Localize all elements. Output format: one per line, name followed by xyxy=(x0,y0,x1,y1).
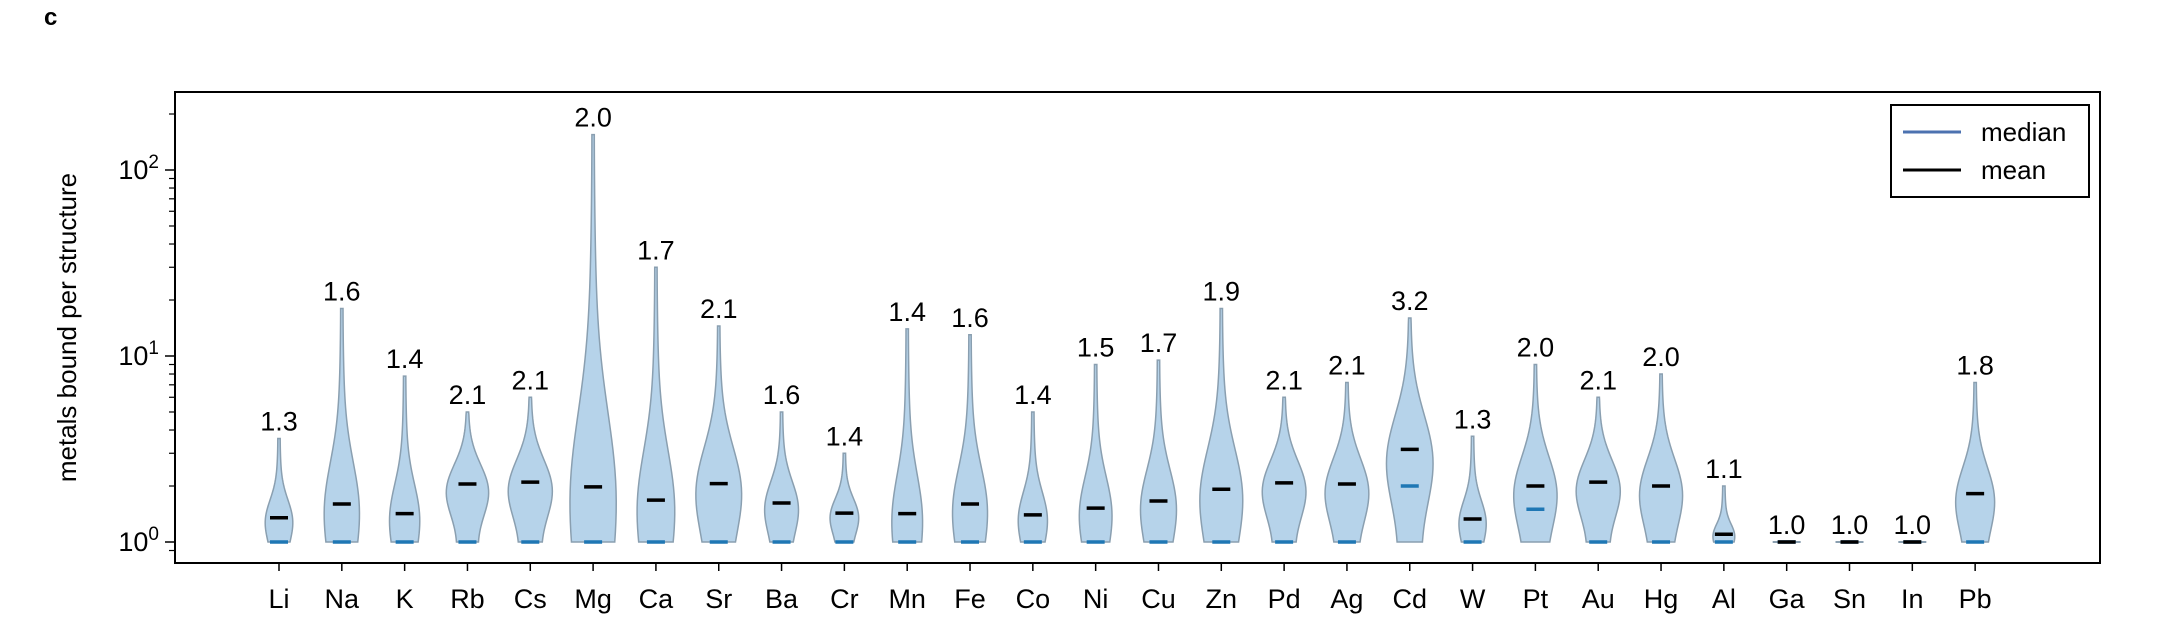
x-tick-label-K: K xyxy=(396,584,414,614)
x-tick-label-W: W xyxy=(1460,584,1486,614)
violin-W xyxy=(1458,435,1487,543)
x-tick-label-Cd: Cd xyxy=(1393,584,1428,614)
mean-label-Li: 1.3 xyxy=(260,407,298,437)
panel-label: c xyxy=(44,4,58,31)
legend-mean-label: mean xyxy=(1981,155,2046,185)
x-tick-label-Zn: Zn xyxy=(1206,584,1238,614)
violin-Zn xyxy=(1199,307,1244,543)
x-tick-label-Ba: Ba xyxy=(765,584,799,614)
violin-Al xyxy=(1712,485,1736,543)
stat-markers xyxy=(270,447,1985,544)
mean-label-K: 1.4 xyxy=(386,344,424,374)
mean-label-Co: 1.4 xyxy=(1014,380,1052,410)
mean-label-Cs: 2.1 xyxy=(512,365,550,395)
mean-label-W: 1.3 xyxy=(1454,404,1492,434)
mean-label-Mg: 2.0 xyxy=(574,103,612,133)
violin-Mn xyxy=(891,328,924,543)
x-tick-label-Mn: Mn xyxy=(888,584,926,614)
mean-label-Hg: 2.0 xyxy=(1642,342,1680,372)
mean-label-Cr: 1.4 xyxy=(826,421,864,451)
x-tick-label-Cs: Cs xyxy=(514,584,547,614)
mean-label-Pb: 1.8 xyxy=(1956,351,1994,381)
y-tick-label-10: 101 xyxy=(118,338,159,371)
x-tick-label-Rb: Rb xyxy=(450,584,485,614)
violin-Rb xyxy=(445,411,490,543)
x-tick-label-Mg: Mg xyxy=(574,584,612,614)
y-axis-title: metals bound per structure xyxy=(52,173,82,482)
mean-label-Na: 1.6 xyxy=(323,277,361,307)
y-tick-label-100: 102 xyxy=(118,152,159,185)
violin-Au xyxy=(1575,396,1622,543)
violin-Co xyxy=(1017,411,1049,543)
mean-label-Rb: 2.1 xyxy=(449,380,487,410)
y-tick-label-1: 100 xyxy=(118,524,159,557)
violin-Pt xyxy=(1512,363,1558,543)
mean-label-Ni: 1.5 xyxy=(1077,333,1115,363)
violin-Pd xyxy=(1261,396,1307,543)
mean-label-Ca: 1.7 xyxy=(637,235,675,265)
mean-label-In: 1.0 xyxy=(1894,510,1932,540)
x-tick-label-Li: Li xyxy=(268,584,289,614)
mean-label-Sn: 1.0 xyxy=(1831,510,1869,540)
mean-label-Mn: 1.4 xyxy=(888,297,926,327)
mean-label-Ba: 1.6 xyxy=(763,380,801,410)
x-tick-label-Ag: Ag xyxy=(1330,584,1363,614)
mean-label-group: 1.3 1.6 1.4 2.1 2.1 2.0 1.7 2.1 1.6 1.4 1.4 1.6 1.4 1… xyxy=(260,103,1994,540)
violin-Ba xyxy=(763,411,800,543)
violin-Sr xyxy=(695,325,743,543)
mean-label-Ag: 2.1 xyxy=(1328,351,1366,381)
x-tick-label-Na: Na xyxy=(325,584,360,614)
violin-Ca xyxy=(636,266,676,543)
x-tick-label-Pb: Pb xyxy=(1959,584,1992,614)
x-tick-label-Al: Al xyxy=(1712,584,1736,614)
violin-Cu xyxy=(1139,359,1178,543)
mean-label-Cd: 3.2 xyxy=(1391,286,1429,316)
violin-group xyxy=(264,133,1996,543)
violin-K xyxy=(388,375,421,543)
mean-label-Ga: 1.0 xyxy=(1768,510,1806,540)
mean-label-Al: 1.1 xyxy=(1705,454,1743,484)
mean-label-Sr: 2.1 xyxy=(700,294,738,324)
mean-label-Pd: 2.1 xyxy=(1265,365,1303,395)
x-tick-label-Co: Co xyxy=(1016,584,1051,614)
violin-Fe xyxy=(951,334,989,543)
x-tick-label-Pt: Pt xyxy=(1523,584,1549,614)
violin-Ag xyxy=(1324,381,1370,543)
x-axis: Li Na K Rb Cs Mg Ca Sr Ba Cr Mn Fe Co Ni Cu Zn Pd Ag Cd W Pt… xyxy=(268,563,1992,614)
x-tick-label-Cu: Cu xyxy=(1141,584,1176,614)
x-tick-label-Ni: Ni xyxy=(1083,584,1109,614)
mean-label-Au: 2.1 xyxy=(1579,365,1617,395)
x-tick-label-Au: Au xyxy=(1582,584,1615,614)
violin-Cr xyxy=(829,452,860,543)
violin-Mg xyxy=(569,133,617,543)
mean-label-Pt: 2.0 xyxy=(1517,333,1555,363)
violin-Pb xyxy=(1954,381,1996,543)
mean-label-Zn: 1.9 xyxy=(1203,277,1241,307)
plot-frame xyxy=(174,91,2101,564)
x-tick-label-Ga: Ga xyxy=(1769,584,1806,614)
x-tick-label-Cr: Cr xyxy=(830,584,859,614)
x-tick-label-Sr: Sr xyxy=(705,584,732,614)
x-tick-label-Ca: Ca xyxy=(639,584,674,614)
legend: median mean xyxy=(1890,104,2090,198)
x-tick-label-Pd: Pd xyxy=(1268,584,1301,614)
violin-Ni xyxy=(1078,363,1113,543)
mean-label-Cu: 1.7 xyxy=(1140,328,1178,358)
x-tick-label-In: In xyxy=(1901,584,1924,614)
x-tick-label-Hg: Hg xyxy=(1644,584,1679,614)
legend-median-label: median xyxy=(1981,117,2066,147)
violin-Hg xyxy=(1638,373,1684,543)
x-tick-label-Sn: Sn xyxy=(1833,584,1866,614)
y-axis: 100 101 102 xyxy=(118,113,175,557)
violin-Cd xyxy=(1385,317,1434,543)
x-tick-label-Fe: Fe xyxy=(954,584,986,614)
violin-Cs xyxy=(507,396,554,543)
legend-box xyxy=(1890,104,2090,198)
violin-Li xyxy=(264,437,294,543)
violin-Na xyxy=(323,307,361,543)
mean-label-Fe: 1.6 xyxy=(951,303,989,333)
